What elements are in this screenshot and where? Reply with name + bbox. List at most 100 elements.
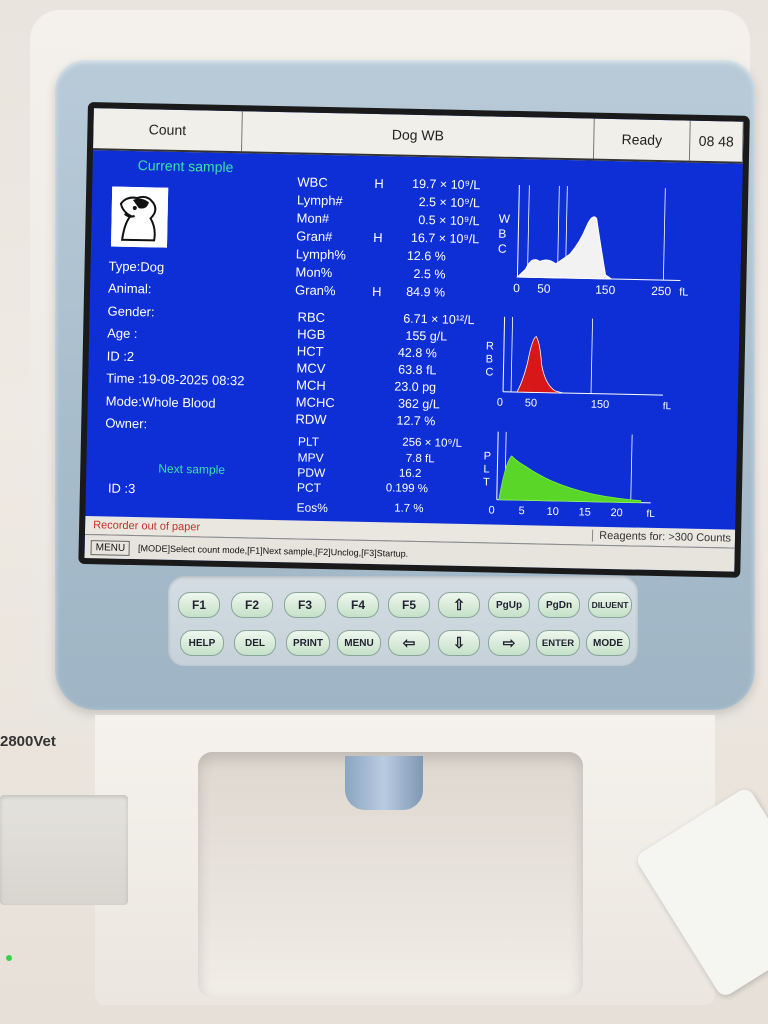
plt-histogram: P L T 0 5 10 15 20 fL [483, 431, 655, 520]
value-pct: 0.199 % [385, 482, 429, 496]
diluent-key[interactable]: DILUENT [588, 592, 632, 618]
wbc-unit: fL [679, 286, 688, 298]
value-rdw: 12.7 % [396, 413, 436, 429]
plt-axis-letter-t: T [483, 476, 490, 488]
wbc-axis-letter-w: W [499, 212, 511, 226]
power-led-icon [6, 955, 12, 961]
down-arrow-key[interactable]: ⇩ [438, 630, 480, 656]
wbc-axis-letter-c: C [498, 242, 507, 256]
plt-axis-letter-p: P [484, 450, 492, 462]
value-mon-count: 0.5 × 10⁹/L [418, 212, 480, 229]
right-arrow-key[interactable]: ⇨ [488, 630, 530, 656]
mode-label: Count [93, 108, 243, 152]
value-wbc: 19.7 × 10⁹/L [411, 176, 481, 193]
mode-key[interactable]: MODE [586, 630, 630, 656]
wbc-tick-0: 0 [513, 281, 520, 295]
help-key[interactable]: HELP [180, 630, 224, 656]
flag-wbc: H [374, 176, 384, 192]
rbc-tick-50: 50 [525, 397, 537, 409]
rbc-discriminator-2 [590, 318, 593, 394]
f5-key[interactable]: F5 [388, 592, 430, 618]
param-wbc: WBC [297, 174, 328, 191]
param-mch: MCH [295, 377, 326, 394]
owner-field: Owner: [105, 415, 148, 432]
print-key[interactable]: PRINT [286, 630, 330, 656]
enter-key[interactable]: ENTER [536, 630, 580, 656]
param-eos-pct: Eos% [296, 500, 329, 516]
f3-key[interactable]: F3 [284, 592, 326, 618]
wbc-curve [516, 216, 614, 280]
title-bar: Count Dog WB Ready 08 48 [92, 108, 744, 164]
value-lymph-pct: 12.6 % [406, 248, 446, 264]
hint-text: [MODE]Select count mode,[F1]Next sample,… [138, 543, 409, 559]
param-mon-pct: Mon% [295, 264, 333, 281]
param-mchc: MCHC [295, 394, 335, 411]
param-plt: PLT [297, 434, 320, 449]
time-field: Time :19-08-2025 08:32 [106, 370, 245, 389]
printer-slot[interactable] [0, 795, 128, 905]
menu-key[interactable]: MENU [337, 630, 381, 656]
value-mchc: 362 g/L [397, 396, 440, 412]
model-label: 2800Vet [0, 733, 56, 750]
param-lymph-count: Lymph# [296, 192, 343, 209]
value-mon-pct: 2.5 % [413, 266, 446, 282]
menu-softkey[interactable]: MENU [90, 539, 131, 556]
keypad: F1 F2 F3 F4 F5 ⇧ PgUp PgDn DILUENT HELP … [168, 576, 638, 666]
pgup-key[interactable]: PgUp [488, 592, 530, 618]
plt-axis-letter-l: L [483, 463, 489, 475]
value-pdw: 16.2 [398, 467, 422, 481]
rbc-axis-letter-c: C [485, 366, 493, 378]
rbc-tick-150: 150 [591, 399, 610, 411]
value-lymph-count: 2.5 × 10⁹/L [418, 194, 481, 211]
value-rbc: 6.71 × 10¹²/L [403, 311, 475, 328]
gender-field: Gender: [107, 303, 155, 320]
param-pdw: PDW [297, 465, 326, 481]
rbc-unit: fL [663, 401, 672, 412]
sample-type-title: Dog WB [242, 111, 595, 159]
wbc-tick-150: 150 [595, 283, 616, 297]
age-field: Age : [107, 325, 138, 342]
value-gran-pct: 84.9 % [406, 284, 446, 300]
plt-tick-15: 15 [578, 506, 590, 518]
rbc-discriminator-1 [510, 316, 513, 392]
status-label: Ready [593, 118, 691, 161]
plt-tick-20: 20 [610, 507, 622, 519]
f1-key[interactable]: F1 [178, 592, 220, 618]
pgdn-key[interactable]: PgDn [538, 592, 580, 618]
rbc-histogram: R B C 0 50 150 fL [485, 316, 672, 412]
plt-tick-10: 10 [546, 506, 558, 518]
param-rbc: RBC [297, 309, 326, 326]
value-hct: 42.8 % [397, 345, 437, 361]
f4-key[interactable]: F4 [337, 592, 379, 618]
reagent-status: Reagents for: >300 Counts [592, 529, 736, 545]
f2-key[interactable]: F2 [231, 592, 273, 618]
param-pct: PCT [296, 480, 322, 495]
value-gran-count: 16.7 × 10⁹/L [410, 230, 480, 247]
rbc-tick-0: 0 [497, 397, 503, 409]
dog-icon [110, 186, 169, 248]
value-mpv: 7.8 fL [405, 452, 435, 466]
current-sample-label: Current sample [137, 157, 234, 176]
id-field: ID :2 [106, 348, 135, 365]
plt-tick-5: 5 [518, 505, 524, 517]
plt-discriminator-2 [630, 434, 633, 503]
wbc-axis-letter-b: B [498, 227, 506, 241]
left-arrow-key[interactable]: ⇦ [388, 630, 430, 656]
value-mch: 23.0 pg [394, 379, 437, 395]
param-gran-count: Gran# [296, 228, 333, 245]
flag-gran-pct: H [371, 283, 382, 300]
clock: 08 48 [689, 120, 744, 162]
type-field: Type:Dog [108, 258, 165, 275]
param-hgb: HGB [297, 326, 326, 343]
aspiration-probe[interactable] [345, 756, 423, 810]
animal-field: Animal: [107, 280, 152, 297]
wbc-discriminator-1 [527, 185, 530, 278]
plt-tick-0: 0 [488, 504, 494, 516]
next-sample-label: Next sample [158, 461, 226, 477]
del-key[interactable]: DEL [234, 630, 276, 656]
value-plt: 256 × 10⁹/L [402, 436, 463, 450]
up-arrow-key[interactable]: ⇧ [438, 592, 480, 618]
rbc-axis-letter-r: R [486, 340, 494, 352]
display-screen: Count Dog WB Ready 08 48 Current sample … [84, 108, 744, 572]
param-mon-count: Mon# [296, 210, 330, 227]
